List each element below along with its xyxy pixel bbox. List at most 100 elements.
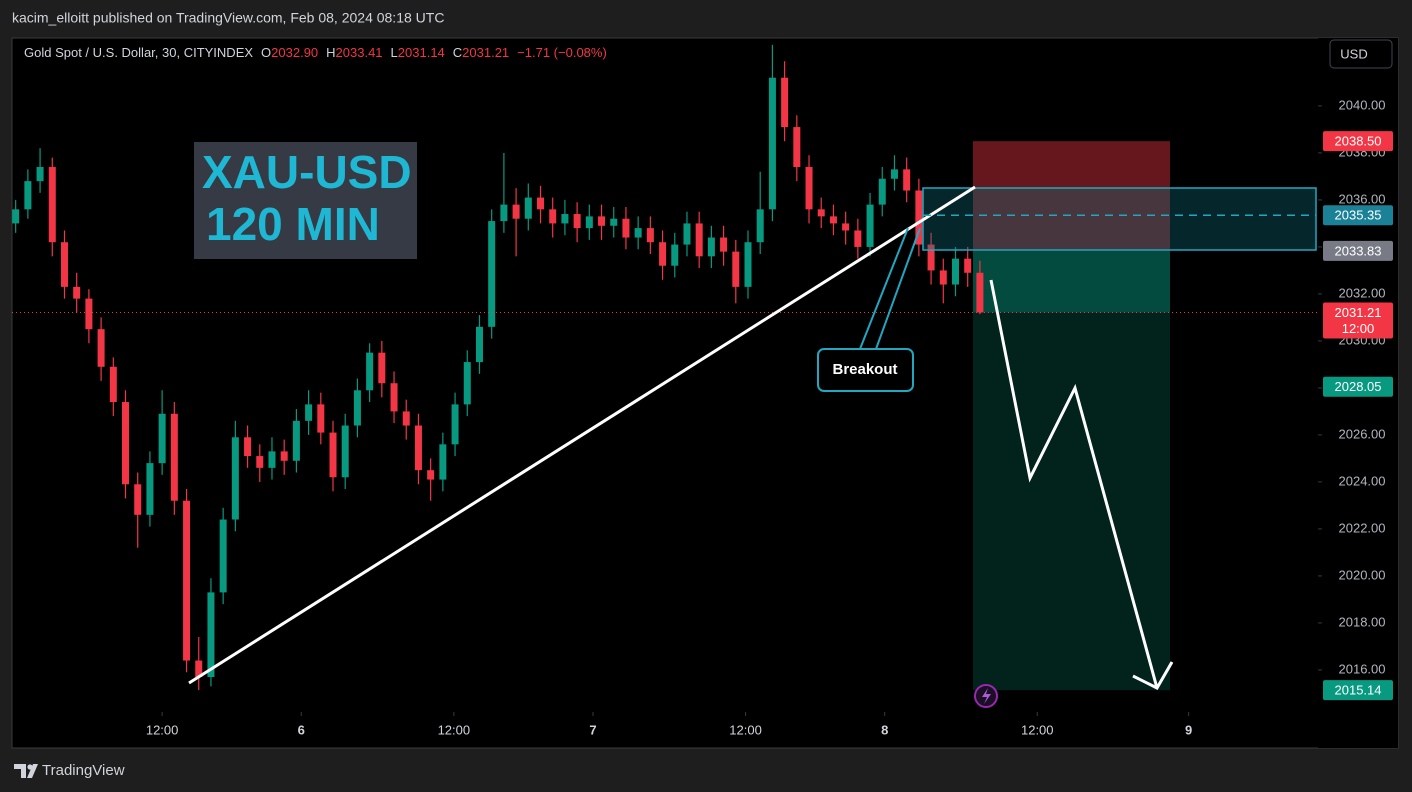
candle-body [805, 167, 813, 210]
candle-body [683, 223, 691, 245]
projection-arrow [989, 279, 1159, 689]
candle-body [512, 204, 520, 219]
candle-body [671, 244, 679, 266]
resistance-box [922, 187, 1317, 251]
candle-body [732, 251, 740, 287]
candle-body [268, 451, 276, 468]
y-tick-label: 2016.00 [1339, 661, 1386, 676]
x-tick-label: 8 [881, 722, 888, 737]
ohlc-key: C [453, 45, 462, 60]
ohlc-key: L [391, 45, 398, 60]
stop-zone [973, 141, 1170, 251]
y-tick-label: 2018.00 [1339, 614, 1386, 629]
candle-body [915, 190, 923, 245]
price-label-box [1323, 240, 1393, 261]
candle-body [292, 420, 300, 461]
x-tick-label: 12:00 [729, 722, 762, 737]
candle-body [537, 197, 545, 210]
candle-body [305, 404, 313, 421]
price-label-box [1323, 131, 1393, 152]
candle-body [610, 218, 618, 226]
currency-button[interactable] [1329, 39, 1393, 69]
candle-body [109, 366, 117, 403]
breakout-callout [817, 348, 914, 392]
y-tick-label: 2020.00 [1339, 567, 1386, 582]
logo-part [27, 764, 38, 778]
drawings: XAU-USD 120 MIN Breakout [188, 142, 1317, 708]
candle-body [170, 413, 178, 501]
candle-body [793, 127, 801, 168]
candle-body [439, 444, 447, 480]
candle-body [341, 425, 349, 478]
candle-body [781, 77, 789, 128]
candle-body [402, 411, 410, 426]
ohlc-key: O [261, 45, 271, 60]
candle-body [24, 181, 32, 210]
candle-body [97, 329, 105, 367]
candle-body [744, 242, 752, 287]
candle-body [878, 178, 886, 205]
currency-label: USD [1340, 46, 1367, 61]
breakout-label: Breakout [832, 361, 897, 378]
price-label: 2028.05 [1335, 379, 1382, 394]
candle-body [964, 258, 972, 273]
candle-body [927, 244, 935, 271]
y-tick-label: 2024.00 [1339, 473, 1386, 488]
x-tick-label: 9 [1185, 722, 1192, 737]
candle-body [573, 214, 581, 229]
callout-line [859, 227, 909, 350]
ohlc-value: 2032.90 [271, 45, 318, 60]
candle-body [256, 456, 264, 468]
candle-body [695, 223, 703, 257]
candle-body [634, 228, 642, 238]
candle-body [12, 209, 20, 224]
candle-body [122, 402, 130, 485]
candle-body [903, 169, 911, 191]
candle-body [488, 221, 496, 327]
candle-body [36, 167, 44, 182]
y-tick-label: 2036.00 [1339, 191, 1386, 206]
symbol-label: XAU-USD [202, 146, 412, 198]
candle-body [976, 272, 984, 313]
candle-body [427, 470, 435, 480]
candle-body [463, 362, 471, 405]
price-label: 2035.35 [1335, 208, 1382, 223]
candle-body [939, 270, 947, 285]
brand: TradingView [42, 762, 125, 779]
x-tick-label: 6 [298, 722, 305, 737]
footer: TradingView [14, 762, 125, 779]
candle-body [207, 592, 215, 677]
lightning [982, 688, 991, 704]
candle-body [219, 519, 227, 593]
x-tick-label: 12:00 [1021, 722, 1054, 737]
candle-body [659, 242, 667, 266]
candle-body [317, 404, 325, 433]
timeframe-label: 120 MIN [206, 198, 380, 250]
candle-body [414, 425, 422, 471]
candle-body [475, 326, 483, 363]
candle-body [500, 204, 508, 222]
symbol-title: Gold Spot / U.S. Dollar, 30, CITYINDEX [24, 45, 253, 60]
candle-body [598, 216, 606, 226]
ohlc-value: 2031.14 [398, 45, 445, 60]
candle-body [158, 413, 166, 464]
x-tick-label: 12:00 [438, 722, 471, 737]
candle-body [524, 197, 532, 219]
candle-body [378, 352, 386, 384]
y-tick-label: 2032.00 [1339, 285, 1386, 300]
last-price-label: 2031.21 [1335, 305, 1382, 320]
price-label: 2033.83 [1335, 243, 1382, 258]
candle-body [890, 169, 898, 179]
candle-body [854, 230, 862, 247]
price-label: 2038.50 [1335, 134, 1382, 149]
open-profit-zone [973, 250, 1170, 313]
published-line: kacim_elloitt published on TradingView.c… [12, 10, 444, 26]
candle-body [707, 237, 715, 257]
arrow-head [1132, 661, 1174, 690]
candle-body [561, 214, 569, 224]
candle-body [768, 77, 776, 210]
candle-body [329, 432, 337, 478]
candle-body [73, 286, 81, 299]
candle-body [756, 209, 764, 243]
ohlc-header: Gold Spot / U.S. Dollar, 30, CITYINDEX O2… [24, 45, 607, 60]
